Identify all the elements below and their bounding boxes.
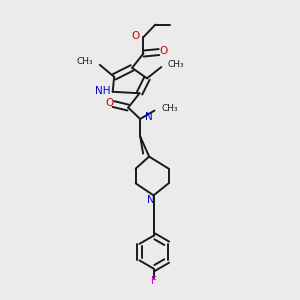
Text: CH₃: CH₃ bbox=[161, 104, 178, 113]
Text: N: N bbox=[145, 112, 152, 122]
Text: NH: NH bbox=[95, 85, 111, 96]
Text: CH₃: CH₃ bbox=[168, 59, 184, 68]
Text: F: F bbox=[151, 276, 157, 286]
Text: N: N bbox=[147, 195, 154, 205]
Text: O: O bbox=[159, 46, 167, 56]
Text: O: O bbox=[105, 98, 113, 108]
Text: O: O bbox=[131, 31, 140, 41]
Text: CH₃: CH₃ bbox=[76, 57, 93, 66]
